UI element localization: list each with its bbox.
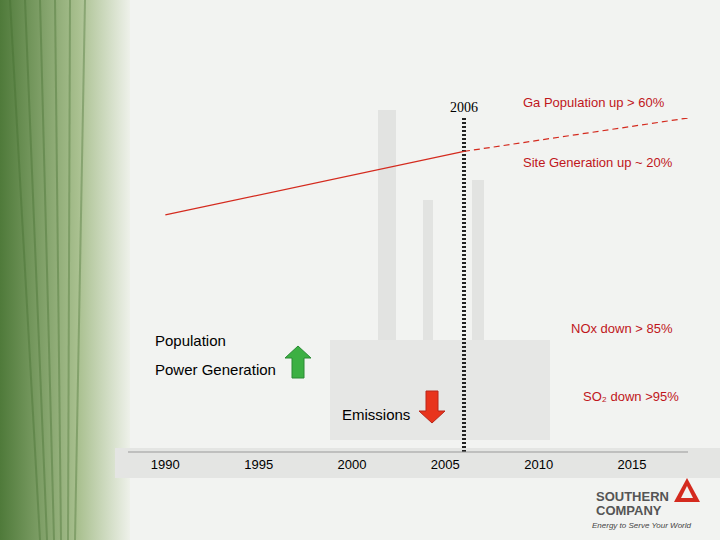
html-text:COMPANY: COMPANY	[596, 503, 662, 518]
svg-text:2005: 2005	[431, 457, 460, 472]
svg-text:1995: 1995	[244, 457, 273, 472]
html-text:Population: Population	[155, 332, 226, 349]
svg-text:2006: 2006	[450, 100, 478, 115]
svg-text:2015: 2015	[618, 457, 647, 472]
html-text:Ga Population up > 60%: Ga Population up > 60%	[523, 95, 665, 110]
svg-text:1990: 1990	[151, 457, 180, 472]
svg-text:2010: 2010	[524, 457, 553, 472]
html-text:NOx down > 85%: NOx down > 85%	[571, 321, 673, 336]
html-text:Power Generation: Power Generation	[155, 361, 276, 378]
svg-text:2000: 2000	[338, 457, 367, 472]
html-text:SOUTHERN: SOUTHERN	[596, 489, 669, 504]
html-text:Energy to Serve Your World: Energy to Serve Your World	[592, 521, 691, 530]
html-text:Site Generation up ~ 20%: Site Generation up ~ 20%	[523, 155, 673, 170]
html-text:Emissions: Emissions	[342, 406, 411, 423]
html-text:SO₂ down >95%: SO₂ down >95%	[583, 389, 679, 404]
